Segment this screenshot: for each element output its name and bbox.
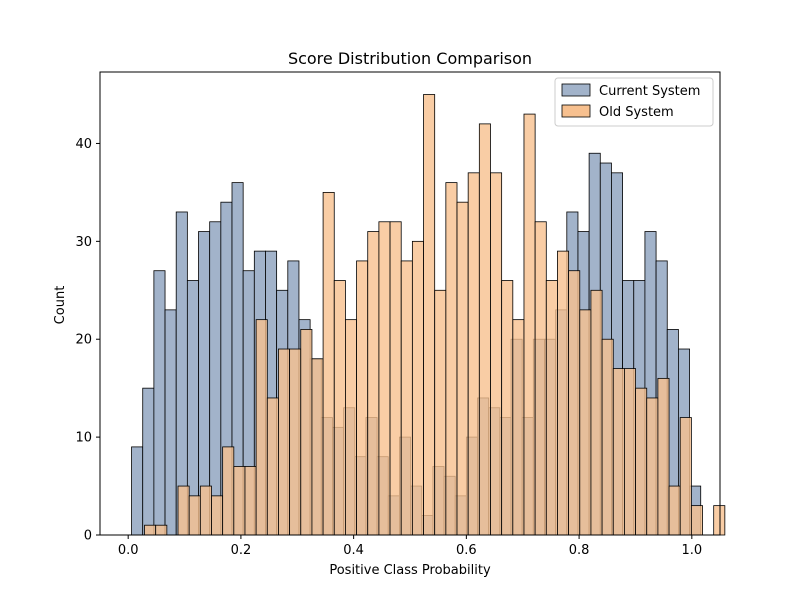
bar-old-system bbox=[501, 280, 514, 536]
bar-old-system bbox=[713, 505, 726, 536]
bar-old-system bbox=[545, 280, 558, 536]
bar-old-system bbox=[400, 260, 413, 536]
bar-old-system bbox=[624, 368, 636, 536]
axes-layer: 0.0 0.2 0.4 0.6 0.8 1.0 0 10 20 30 40 bbox=[75, 71, 721, 558]
bar-old-system bbox=[679, 417, 692, 536]
bar-old-system bbox=[690, 505, 703, 536]
bar-current-system bbox=[164, 309, 177, 536]
x-axis-label: Positive Class Probability bbox=[329, 563, 491, 578]
y-tick-label: 0 bbox=[84, 529, 92, 544]
bar-old-system bbox=[289, 348, 302, 536]
bar-old-system bbox=[188, 495, 201, 536]
bar-old-system bbox=[512, 319, 525, 536]
bar-old-system bbox=[345, 319, 357, 536]
bar-old-system bbox=[568, 270, 581, 536]
bar-old-system bbox=[612, 368, 625, 536]
bar-old-system bbox=[657, 377, 670, 536]
legend-swatch-current-system bbox=[561, 83, 591, 97]
bar-old-system bbox=[356, 260, 369, 536]
bar-old-system bbox=[579, 309, 592, 536]
chart-title: Score Distribution Comparison bbox=[288, 49, 532, 68]
x-tick-label: 0.6 bbox=[456, 543, 477, 558]
bar-old-system bbox=[244, 466, 257, 536]
bar-current-system bbox=[142, 387, 155, 536]
bar-old-system bbox=[233, 466, 246, 536]
bar-old-system bbox=[144, 524, 157, 536]
legend: Current System Old System bbox=[554, 77, 714, 127]
y-axis-label: Count bbox=[53, 286, 68, 325]
legend-label-old-system: Old System bbox=[599, 105, 674, 120]
x-tick-label: 1.0 bbox=[681, 543, 702, 558]
bar-old-system bbox=[635, 387, 648, 536]
bar-current-system bbox=[131, 446, 144, 536]
bar-old-system bbox=[199, 485, 212, 536]
bar-old-system bbox=[155, 524, 168, 536]
x-tick-label: 0.0 bbox=[118, 543, 139, 558]
x-tick-label: 0.2 bbox=[231, 543, 252, 558]
bar-old-system bbox=[211, 495, 224, 536]
bar-old-system bbox=[300, 329, 313, 536]
bar-old-system bbox=[278, 348, 291, 536]
bar-old-system bbox=[322, 191, 335, 536]
bar-old-system bbox=[177, 485, 190, 536]
x-tick-label: 0.8 bbox=[569, 543, 590, 558]
bar-old-system bbox=[423, 94, 436, 536]
bar-old-system bbox=[434, 289, 447, 536]
bar-old-system bbox=[222, 446, 235, 536]
bar-old-system bbox=[333, 280, 346, 536]
x-tick-label: 0.4 bbox=[343, 543, 364, 558]
bar-old-system bbox=[490, 172, 503, 536]
y-tick-label: 30 bbox=[75, 235, 92, 250]
plot-frame bbox=[99, 71, 721, 536]
legend-frame bbox=[554, 77, 714, 127]
bar-old-system bbox=[378, 221, 391, 536]
bar-old-system bbox=[534, 221, 547, 536]
legend-label-current-system: Current System bbox=[599, 84, 700, 99]
bar-old-system bbox=[467, 172, 480, 536]
bar-old-system bbox=[523, 113, 536, 536]
bar-old-system bbox=[445, 182, 458, 536]
bar-old-system bbox=[255, 319, 268, 536]
bar-current-system bbox=[153, 270, 166, 536]
bar-old-system bbox=[367, 231, 380, 536]
bar-old-system bbox=[646, 397, 659, 536]
bar-old-system bbox=[311, 358, 324, 536]
y-tick-label: 40 bbox=[75, 137, 92, 152]
y-tick-label: 20 bbox=[75, 333, 92, 348]
bar-old-system bbox=[601, 338, 614, 536]
y-tick-label: 10 bbox=[75, 431, 92, 446]
bar-old-system bbox=[456, 201, 469, 536]
bar-old-system bbox=[668, 485, 681, 536]
bar-old-system bbox=[478, 123, 491, 536]
bar-old-system bbox=[411, 240, 424, 536]
bar-old-system bbox=[266, 397, 279, 536]
bar-old-system bbox=[590, 289, 603, 536]
legend-swatch-old-system bbox=[561, 104, 591, 118]
bar-old-system bbox=[389, 221, 402, 536]
bar-old-system bbox=[557, 250, 570, 536]
